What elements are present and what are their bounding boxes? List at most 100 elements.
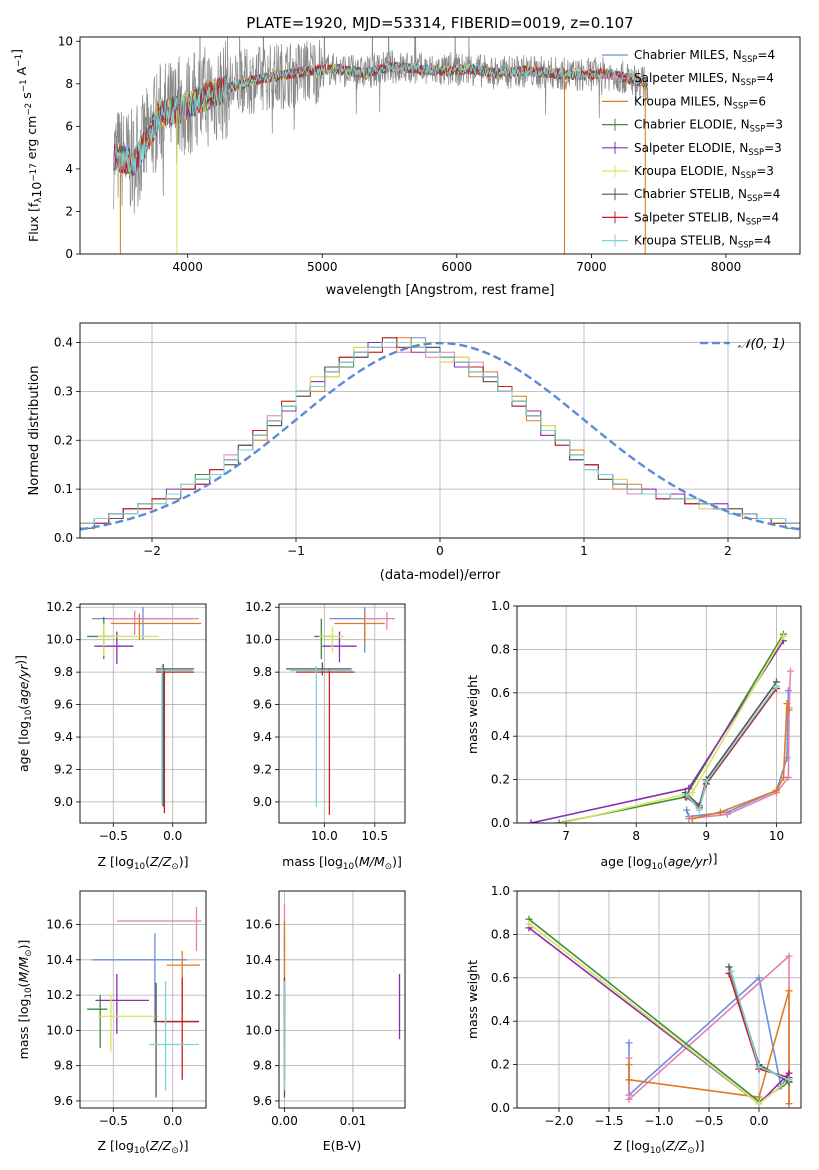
massweight-marker	[695, 806, 703, 814]
legend-label: Kroupa MILES, NSSP=6	[634, 94, 766, 110]
axes-frame	[516, 890, 802, 1109]
mass-z-xlabel: Z [log10(Z/Z⊙)]	[98, 1138, 189, 1156]
massweight-marker	[625, 1061, 633, 1069]
age-vs-mass-chart: 10.0 10.5 9.0 9.2 9.4 9.6 9.8 10.0 10.2 mass [log…	[245, 600, 406, 872]
y-tick-label: 9.6	[253, 1094, 272, 1108]
x-tick-label: 9	[703, 829, 711, 843]
x-tick-label: 10	[769, 829, 784, 843]
x-tick-label: −0.5	[694, 1114, 723, 1128]
y-tick-label: 0	[65, 247, 73, 261]
y-tick-label: 10.2	[245, 988, 272, 1002]
x-tick-label: −0.5	[99, 1114, 128, 1128]
x-tick-label: 10.0	[311, 829, 338, 843]
x-tick-label: −2.0	[544, 1114, 573, 1128]
massweight-marker	[527, 819, 535, 823]
legend-label: Chabrier ELODIE, NSSP=3	[634, 118, 783, 134]
normal-curve	[80, 341, 800, 531]
mass-ebv-xlabel: E(B-V)	[323, 1138, 362, 1153]
x-tick-label: 6000	[442, 260, 473, 274]
y-tick-label: 9.8	[253, 1059, 272, 1073]
axes-frame	[278, 890, 406, 1109]
spectrum-model-line	[113, 61, 648, 174]
y-tick-label: 10.0	[245, 633, 272, 647]
massweight-marker	[688, 815, 696, 823]
y-tick-label: 0.0	[491, 816, 510, 830]
y-tick-label: 6	[65, 119, 73, 133]
y-tick-label: 8	[65, 77, 73, 91]
y-tick-label: 9.4	[253, 730, 272, 744]
spectrum-ylabel: Flux [fλ10−17 erg cm−2 s−1 A−1]	[9, 49, 44, 242]
x-tick-label: 0	[436, 544, 444, 558]
x-tick-label: 0.0	[163, 829, 182, 843]
x-tick-label: 2	[724, 544, 732, 558]
y-tick-label: 0.8	[491, 642, 510, 656]
legend-label: Salpeter MILES, NSSP=4	[634, 71, 774, 87]
y-tick-label: 10.2	[46, 988, 73, 1002]
massweight-marker	[625, 1054, 633, 1062]
massweight-marker	[555, 819, 563, 823]
y-tick-label: 10.6	[245, 918, 272, 932]
y-tick-label: 9.8	[253, 665, 272, 679]
massweight-series	[730, 971, 790, 1081]
axes-frame	[79, 603, 207, 824]
mass-vs-ebv-chart: 0.00 0.01 9.6 9.8 10.0 10.2 10.4 10.6 E(B-V)	[245, 890, 406, 1153]
massweight-marker	[755, 974, 763, 982]
mw-z-ylabel: mass weight	[465, 960, 480, 1039]
y-tick-label: 9.2	[253, 762, 272, 776]
y-tick-label: 2	[65, 204, 73, 218]
x-tick-label: 0.0	[749, 1114, 768, 1128]
massweight-series	[562, 635, 785, 823]
y-tick-label: 9.8	[54, 665, 73, 679]
y-tick-label: 0.1	[54, 482, 73, 496]
massweight-marker	[625, 1039, 633, 1047]
y-tick-label: 10.0	[46, 1023, 73, 1037]
y-tick-label: 10.0	[245, 1023, 272, 1037]
massweight-marker	[625, 1095, 633, 1103]
massweight-marker	[625, 1076, 633, 1084]
legend-label: Kroupa ELODIE, NSSP=3	[634, 164, 774, 180]
y-tick-label: 9.4	[54, 730, 73, 744]
x-tick-label: 5000	[307, 260, 338, 274]
y-tick-label: 9.8	[54, 1059, 73, 1073]
x-tick-label: −1	[287, 544, 305, 558]
mw-z-xlabel: Z [log10(Z/Z⊙)]	[614, 1138, 705, 1156]
x-tick-label: 1	[580, 544, 588, 558]
figure-title: PLATE=1920, MJD=53314, FIBERID=0019, z=0…	[246, 14, 633, 32]
massweight-marker	[716, 808, 724, 816]
y-tick-label: 9.6	[54, 1094, 73, 1108]
massweight-marker	[785, 1100, 793, 1108]
massweight-marker	[772, 786, 780, 794]
y-tick-label: 0.2	[491, 1058, 510, 1072]
y-tick-label: 9.6	[253, 698, 272, 712]
axes-frame	[79, 36, 801, 255]
massweight-marker	[785, 1076, 793, 1084]
axes-frame	[278, 603, 406, 824]
massweight-marker	[785, 952, 793, 960]
spectrum-chart: 4000 5000 6000 7000 8000 0 2 4 6 8 10 wavelength [A…	[9, 34, 801, 298]
massweight-marker	[783, 700, 791, 708]
y-tick-label: 0.0	[491, 1101, 510, 1115]
x-tick-label: 7	[562, 829, 570, 843]
massweight-marker	[725, 963, 733, 971]
age-mass-xlabel: mass [log10(M/M⊙)]	[282, 854, 402, 872]
massweight-series	[530, 640, 785, 823]
x-tick-label: 8	[632, 829, 640, 843]
massweight-marker	[683, 806, 691, 814]
massweight-marker	[683, 791, 691, 799]
y-tick-label: 10.2	[245, 600, 272, 614]
x-tick-label: 0.01	[340, 1114, 367, 1128]
axes-frame	[516, 605, 802, 824]
x-tick-label: −1.0	[644, 1114, 673, 1128]
massweight-marker	[779, 632, 787, 640]
y-tick-label: 0.8	[491, 927, 510, 941]
y-tick-label: 1.0	[491, 599, 510, 613]
spectrum-data-line	[113, 37, 649, 214]
histogram-ylabel: Normed distribution	[27, 366, 42, 496]
massweight-series	[684, 681, 778, 808]
massweight-marker	[727, 967, 735, 975]
y-tick-label: 9.6	[54, 698, 73, 712]
massweight-marker	[784, 687, 792, 695]
age-vs-metallicity-chart: −0.5 0.0 9.0 9.2 9.4 9.6 9.8 10.0 10.2 Z [log10(Z…	[13, 600, 207, 872]
x-tick-label: 8000	[711, 260, 742, 274]
y-tick-label: 0.4	[491, 1014, 510, 1028]
